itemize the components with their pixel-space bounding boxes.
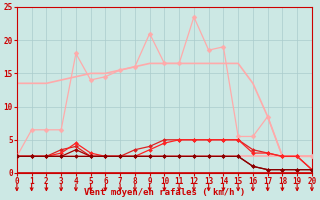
X-axis label: Vent moyen/en rafales ( km/h ): Vent moyen/en rafales ( km/h ) — [84, 188, 245, 197]
